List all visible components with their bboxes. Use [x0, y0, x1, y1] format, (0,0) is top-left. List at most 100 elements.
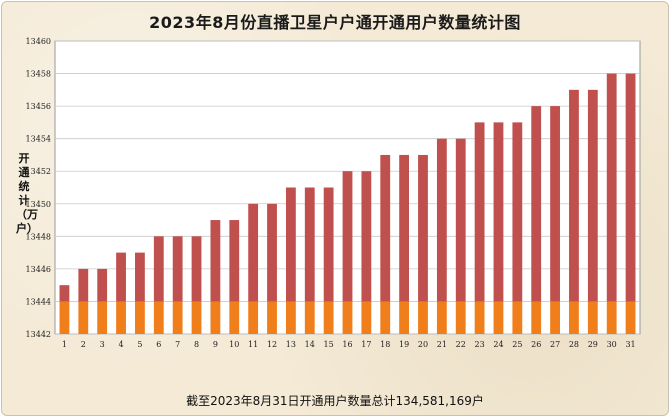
bar-value-segment: [135, 252, 145, 302]
bar-base-segment: [531, 301, 542, 334]
bar-base-segment: [267, 301, 277, 334]
y-tick-label: 13448: [26, 232, 51, 241]
x-tick-label: 27: [550, 340, 560, 349]
bar-value-segment: [116, 252, 126, 302]
y-tick-label: 13454: [26, 135, 51, 144]
x-tick-label: 19: [399, 340, 409, 349]
bar-base-segment: [550, 301, 560, 334]
x-tick-label: 10: [229, 340, 239, 349]
bar-base-segment: [342, 301, 353, 334]
bar-value-segment: [59, 285, 70, 302]
bar-value-segment: [285, 187, 296, 302]
y-tick-label: 13452: [26, 167, 51, 176]
x-axis-ticks: 1 2 3 4 5 6 7 8 9 10 11 12 13 14 15 16 17 18 19 20 21 22 23 24 2…: [62, 340, 636, 349]
y-tick-label: 13450: [26, 200, 51, 209]
bar-value-segment: [210, 220, 221, 302]
x-tick-label: 24: [493, 340, 503, 349]
chart-footer-note: 截至2023年8月31日开通用户数量总计134,581,169户: [186, 394, 484, 408]
bar-value-segment: [267, 203, 277, 302]
bar-value-segment: [399, 154, 410, 302]
bar-base-segment: [361, 301, 372, 334]
bar-base-segment: [97, 301, 108, 334]
bar-value-segment: [493, 122, 504, 302]
bar-value-segment: [153, 236, 164, 302]
bar-value-segment: [455, 138, 466, 302]
x-tick-label: 1: [62, 340, 67, 349]
bar-base-segment: [625, 301, 636, 334]
y-tick-label: 13456: [26, 102, 51, 111]
bar-value-segment: [172, 236, 183, 302]
bar-value-segment: [229, 220, 240, 302]
bar-base-segment: [248, 301, 259, 334]
x-tick-label: 26: [531, 340, 541, 349]
y-tick-label: 13458: [26, 70, 51, 79]
x-tick-label: 12: [267, 340, 277, 349]
bar-value-segment: [474, 122, 485, 302]
x-tick-label: 16: [342, 340, 352, 349]
bar-value-segment: [550, 106, 560, 302]
bar-base-segment: [569, 301, 579, 334]
bar-base-segment: [323, 301, 334, 334]
bar-base-segment: [455, 301, 466, 334]
x-tick-label: 25: [512, 340, 522, 349]
bar-base-segment: [59, 301, 70, 334]
bar-base-segment: [380, 301, 391, 334]
x-tick-label: 5: [137, 340, 142, 349]
bar-base-segment: [135, 301, 145, 334]
bar-value-segment: [569, 89, 579, 302]
bar-value-segment: [436, 138, 447, 302]
bar-base-segment: [116, 301, 126, 334]
bar-value-segment: [606, 73, 617, 302]
x-tick-label: 7: [175, 340, 180, 349]
x-tick-label: 31: [625, 340, 635, 349]
bar-base-segment: [606, 301, 617, 334]
y-tick-label: 13446: [26, 265, 51, 274]
x-tick-label: 20: [418, 340, 428, 349]
y-tick-label: 13444: [26, 297, 51, 306]
x-tick-label: 3: [100, 340, 105, 349]
x-tick-label: 6: [156, 340, 161, 349]
x-tick-label: 9: [213, 340, 218, 349]
y-tick-label: 13442: [26, 330, 51, 339]
bar-value-segment: [625, 73, 636, 302]
bar-value-segment: [512, 122, 523, 302]
bar-base-segment: [436, 301, 447, 334]
chart-title: 2023年8月份直播卫星户户通开通用户数量统计图: [149, 13, 521, 32]
bar-base-segment: [493, 301, 504, 334]
bar-value-segment: [191, 236, 202, 302]
bar-value-segment: [78, 268, 89, 302]
bar-base-segment: [191, 301, 202, 334]
x-tick-label: 28: [569, 340, 579, 349]
bar-value-segment: [361, 171, 372, 302]
x-tick-label: 29: [588, 340, 598, 349]
x-tick-label: 4: [119, 340, 124, 349]
y-tick-label: 13460: [26, 37, 51, 46]
bar-base-segment: [304, 301, 315, 334]
x-tick-label: 11: [248, 340, 258, 349]
bar-base-segment: [78, 301, 89, 334]
bar-base-segment: [172, 301, 183, 334]
bar-value-segment: [587, 89, 598, 302]
bar-base-segment: [474, 301, 485, 334]
bar-base-segment: [512, 301, 523, 334]
bar-base-segment: [285, 301, 296, 334]
bar-base-segment: [418, 301, 428, 334]
x-tick-label: 2: [81, 340, 86, 349]
x-tick-label: 14: [305, 340, 315, 349]
bar-base-segment: [399, 301, 410, 334]
bars: [59, 73, 636, 334]
x-tick-label: 23: [475, 340, 485, 349]
x-tick-label: 21: [437, 340, 447, 349]
bar-base-segment: [229, 301, 240, 334]
x-tick-label: 17: [361, 340, 371, 349]
bar-value-segment: [531, 106, 542, 302]
x-tick-label: 15: [324, 340, 334, 349]
bar-value-segment: [323, 187, 334, 302]
bar-value-segment: [342, 171, 353, 302]
x-tick-label: 8: [194, 340, 199, 349]
x-tick-label: 22: [456, 340, 466, 349]
bar-base-segment: [153, 301, 164, 334]
bar-value-segment: [304, 187, 315, 302]
bar-base-segment: [587, 301, 598, 334]
